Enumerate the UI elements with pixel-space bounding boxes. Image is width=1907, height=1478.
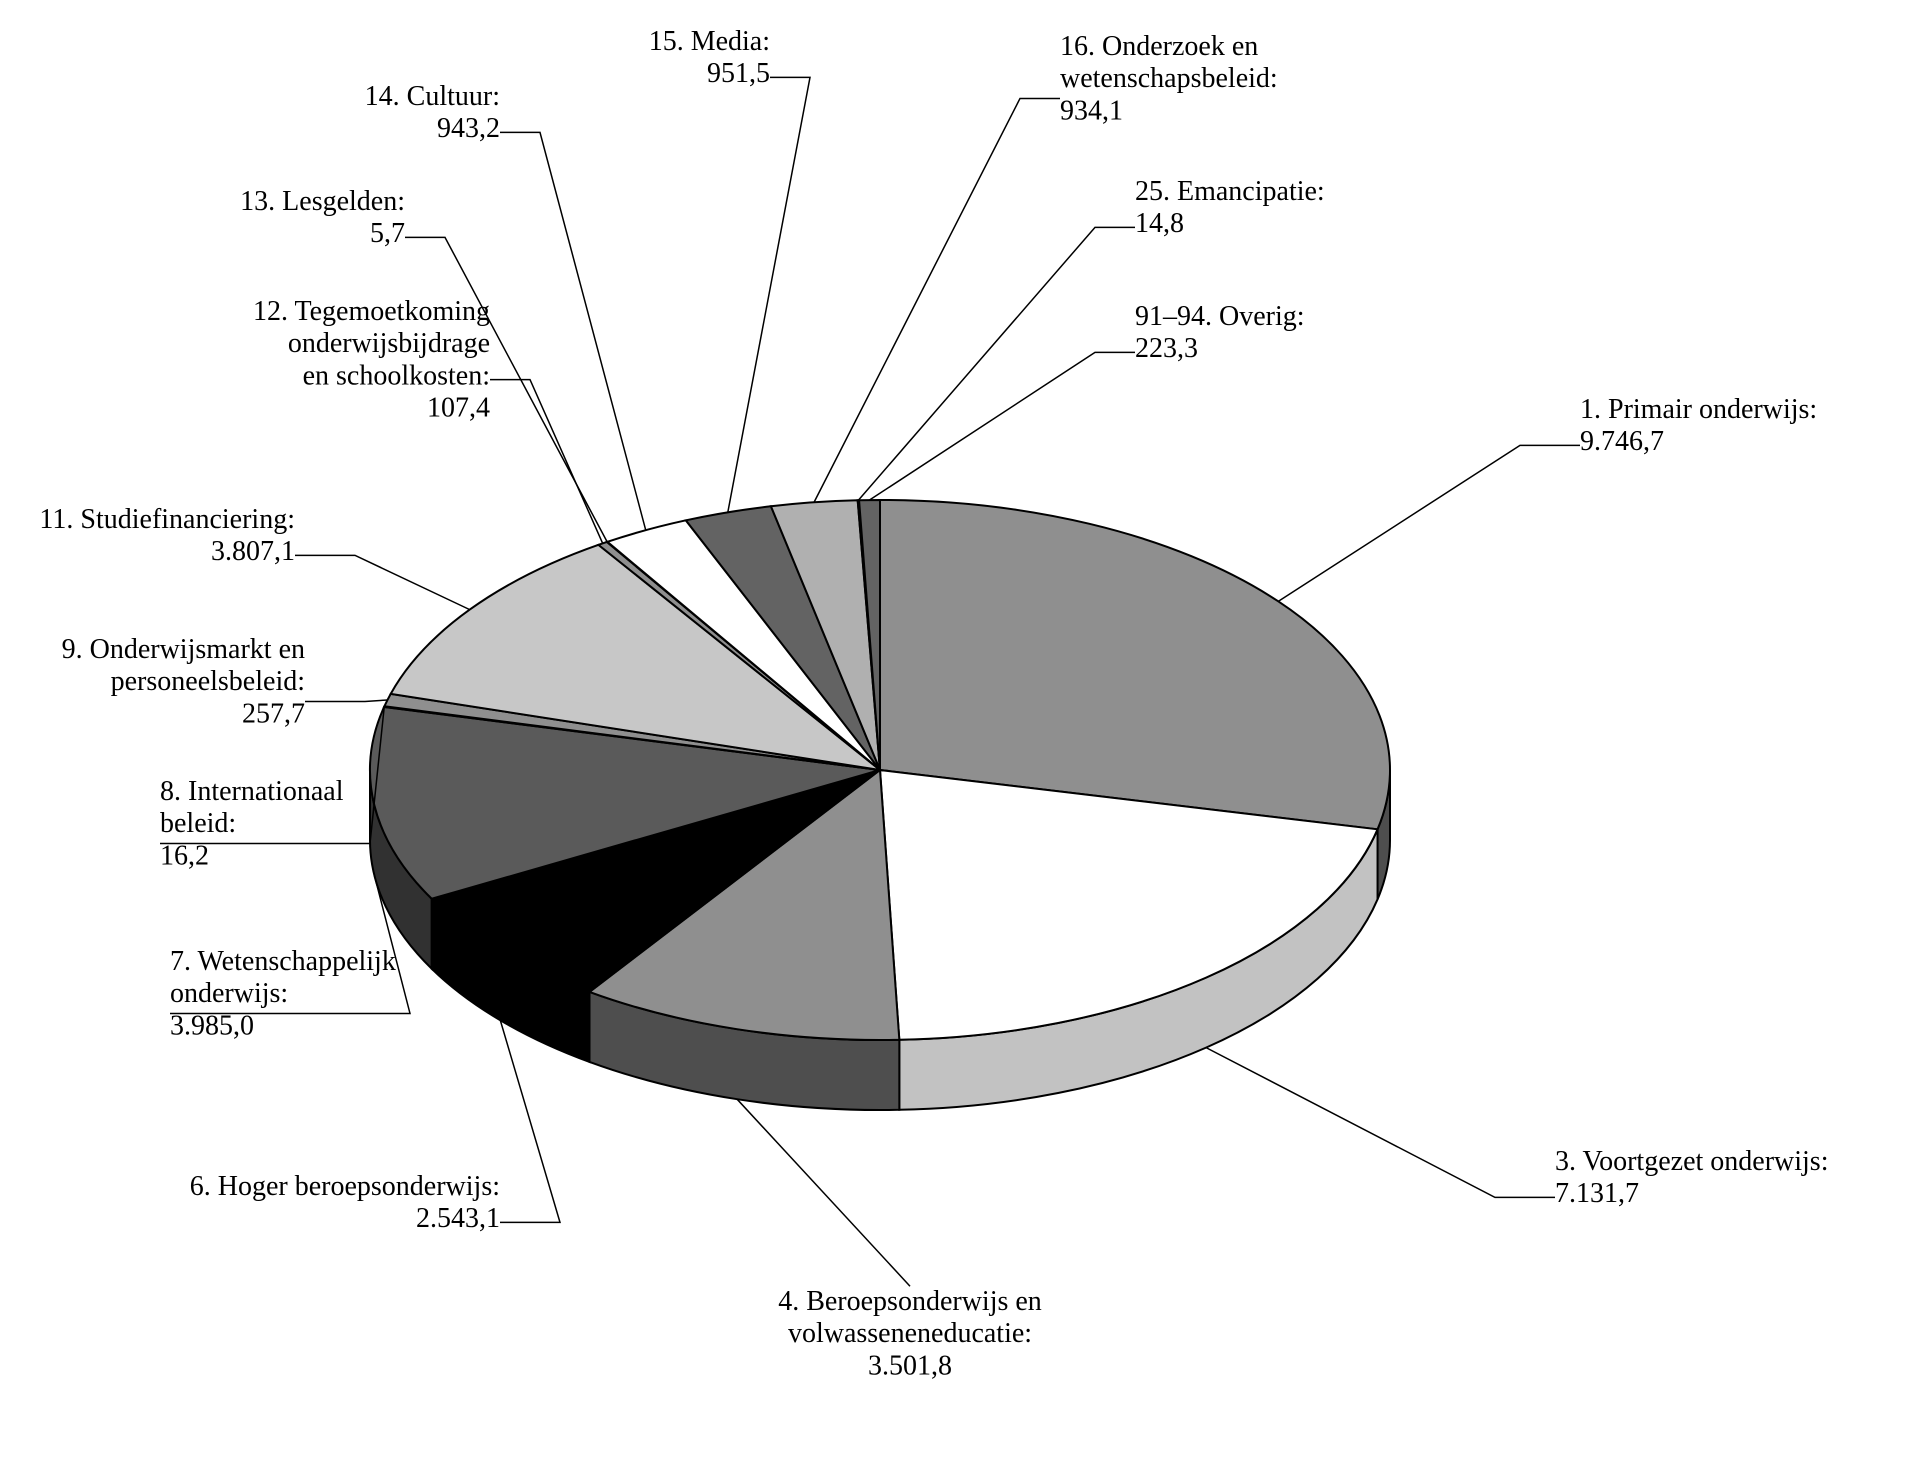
- leader-line-16: [814, 98, 1060, 502]
- leader-line-4: [737, 1099, 910, 1286]
- slice-label-9: 9. Onderwijsmarkt enpersoneelsbeleid:257…: [62, 634, 305, 729]
- slice-label-13: 13. Lesgelden:5,7: [240, 186, 405, 249]
- leader-line-11: [295, 555, 470, 609]
- slice-label-3: 3. Voortgezet onderwijs:7.131,7: [1555, 1146, 1828, 1209]
- pie-top: [370, 500, 1390, 1040]
- slice-label-91_94: 91–94. Overig:223,3: [1135, 301, 1305, 364]
- leader-line-9: [305, 700, 387, 701]
- leader-line-91_94: [870, 352, 1135, 500]
- leader-line-15: [728, 77, 810, 512]
- leader-line-12: [490, 380, 603, 544]
- leader-line-3: [1206, 1048, 1555, 1198]
- slice-label-8: 8. Internationaalbeleid:16,2: [160, 776, 344, 871]
- leader-line-6: [500, 1020, 560, 1222]
- slice-label-7: 7. Wetenschappelijkonderwijs:3.985,0: [170, 946, 396, 1041]
- pie-chart-svg: 1. Primair onderwijs:9.746,7 3. Voortgeze…: [0, 0, 1907, 1478]
- slice-label-25: 25. Emancipatie:14,8: [1135, 176, 1325, 239]
- slice-label-15: 15. Media:951,5: [649, 26, 770, 89]
- slice-label-11: 11. Studiefinanciering:3.807,1: [39, 504, 295, 567]
- slice-label-1: 1. Primair onderwijs:9.746,7: [1580, 394, 1817, 457]
- slice-label-6: 6. Hoger beroepsonderwijs:2.543,1: [190, 1171, 500, 1234]
- slice-label-16: 16. Onderzoek enwetenschapsbeleid:934,1: [1060, 31, 1278, 126]
- slice-label-12: 12. Tegemoetkomingonderwijsbijdrageen sc…: [253, 296, 490, 424]
- leader-line-14: [500, 132, 646, 530]
- leader-line-1: [1278, 445, 1580, 601]
- slice-label-14: 14. Cultuur:943,2: [365, 81, 500, 144]
- leader-line-25: [858, 227, 1135, 500]
- slice-label-4: 4. Beroepsonderwijs envolwasseneneducati…: [778, 1286, 1042, 1381]
